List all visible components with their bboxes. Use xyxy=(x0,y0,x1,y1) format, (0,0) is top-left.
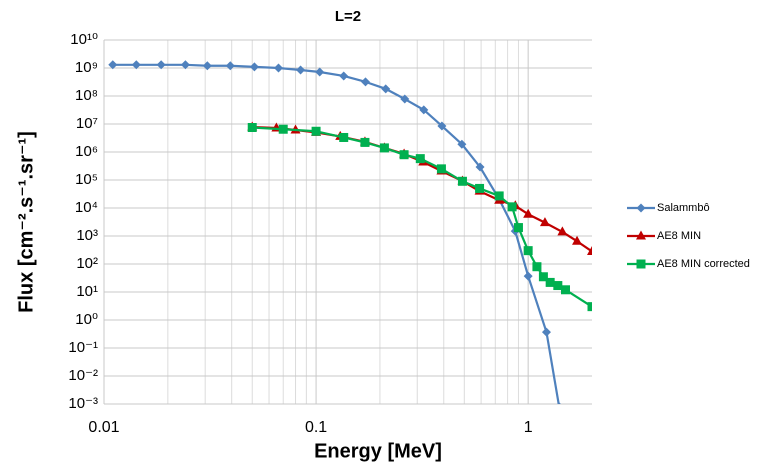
marker xyxy=(225,61,235,71)
marker xyxy=(513,223,523,233)
marker xyxy=(436,164,446,174)
marker xyxy=(532,262,542,272)
legend-label: Salammbô xyxy=(657,202,710,214)
legend-label: AE8 MIN xyxy=(657,230,701,242)
y-tick-label: 10⁹ xyxy=(75,59,98,76)
marker xyxy=(419,105,429,115)
chart-title: L=2 xyxy=(335,8,361,25)
marker xyxy=(274,63,284,73)
marker xyxy=(457,176,467,186)
marker xyxy=(507,202,517,212)
marker xyxy=(636,203,646,213)
x-axis-label: Energy [MeV] xyxy=(314,440,442,462)
marker xyxy=(587,245,592,255)
legend: Salammbô AE8 MIN AE8 MIN corrected xyxy=(627,202,750,270)
marker xyxy=(108,60,118,70)
y-tick-label: 10⁻¹ xyxy=(68,339,98,356)
marker xyxy=(339,132,349,142)
marker xyxy=(311,126,321,136)
y-axis-label: Flux [cm⁻².s⁻¹.sr⁻¹] xyxy=(15,131,37,313)
marker xyxy=(553,281,563,291)
marker xyxy=(561,285,571,295)
y-tick-label: 10¹⁰ xyxy=(70,31,98,48)
marker xyxy=(156,60,166,70)
marker xyxy=(457,139,467,149)
series-line xyxy=(252,125,592,253)
y-tick-label: 10⁻³ xyxy=(68,395,98,412)
y-tick-label: 10¹ xyxy=(76,283,98,300)
marker xyxy=(538,272,548,282)
marker xyxy=(379,143,389,153)
marker xyxy=(339,71,349,81)
marker xyxy=(296,65,306,75)
marker xyxy=(636,230,646,240)
marker xyxy=(523,208,534,218)
marker xyxy=(557,226,568,236)
marker xyxy=(415,154,425,164)
marker xyxy=(636,259,646,269)
marker xyxy=(541,327,551,337)
y-tick-label: 10⁵ xyxy=(75,171,98,188)
marker xyxy=(557,402,561,404)
y-tick-label: 10⁰ xyxy=(75,311,98,328)
marker xyxy=(249,62,259,72)
marker xyxy=(475,183,485,193)
marker xyxy=(278,124,288,134)
marker xyxy=(545,277,555,287)
marker xyxy=(400,94,410,104)
y-tick-label: 10⁸ xyxy=(75,87,98,104)
x-tick-label: 0.1 xyxy=(305,419,327,436)
y-tick-label: 10⁶ xyxy=(75,143,98,160)
y-tick-label: 10³ xyxy=(76,227,98,244)
y-tick-label: 10⁻² xyxy=(68,367,98,384)
marker xyxy=(523,246,533,256)
marker xyxy=(494,191,504,201)
marker xyxy=(360,77,370,87)
marker xyxy=(180,60,190,70)
grid: 10¹⁰10⁹10⁸10⁷10⁶10⁵10⁴10³10²10¹10⁰10⁻¹10… xyxy=(68,31,592,436)
marker xyxy=(247,122,257,132)
marker xyxy=(315,67,325,77)
marker xyxy=(437,121,447,131)
marker xyxy=(202,61,212,71)
marker xyxy=(381,84,391,94)
marker xyxy=(131,60,141,70)
marker xyxy=(572,235,583,245)
plot-area xyxy=(108,60,592,404)
marker xyxy=(523,271,533,281)
y-tick-label: 10⁷ xyxy=(76,115,98,132)
y-tick-label: 10⁴ xyxy=(75,199,98,216)
marker xyxy=(360,137,370,147)
x-tick-label: 1 xyxy=(524,419,533,436)
y-tick-label: 10² xyxy=(76,255,98,272)
marker xyxy=(399,150,409,160)
x-tick-label: 0.01 xyxy=(88,419,119,436)
marker xyxy=(475,162,485,172)
legend-label: AE8 MIN corrected xyxy=(657,258,750,270)
marker xyxy=(539,217,550,227)
marker xyxy=(587,302,592,312)
